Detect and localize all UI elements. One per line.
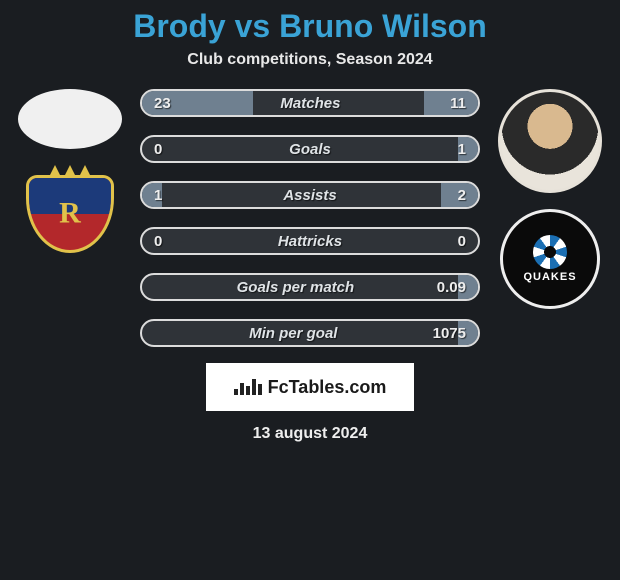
date-label: 13 august 2024	[253, 425, 368, 443]
soccer-ball-icon	[533, 235, 567, 269]
stat-value-right: 0.09	[437, 279, 466, 296]
stat-label: Assists	[162, 187, 457, 204]
stat-label: Hattricks	[162, 233, 457, 250]
stat-bar: 1Assists2	[140, 181, 480, 209]
stats-bars: 23Matches110Goals11Assists20Hattricks0Go…	[140, 89, 480, 347]
stat-value-left: 1	[154, 187, 162, 204]
stat-value-right: 2	[458, 187, 466, 204]
stat-label: Goals	[162, 141, 457, 158]
stat-value-left: 23	[154, 95, 171, 112]
stat-label: Goals per match	[154, 279, 437, 296]
stat-bar: Min per goal1075	[140, 319, 480, 347]
club-right-crest: QUAKES	[500, 209, 600, 309]
bar-chart-icon	[234, 379, 262, 395]
shield-icon: R	[26, 175, 114, 253]
watermark[interactable]: FcTables.com	[206, 363, 414, 411]
stat-value-right: 1075	[433, 325, 466, 342]
page-title: Brody vs Bruno Wilson	[133, 8, 487, 45]
main-area: R 23Matches110Goals11Assists20Hattricks0…	[10, 89, 610, 347]
stat-bar: 23Matches11	[140, 89, 480, 117]
player-left-avatar	[18, 89, 122, 149]
stat-value-right: 0	[458, 233, 466, 250]
stat-value-left: 0	[154, 233, 162, 250]
club-left-monogram: R	[59, 196, 81, 230]
subtitle: Club competitions, Season 2024	[187, 51, 432, 69]
club-right-label: QUAKES	[523, 271, 576, 283]
club-left-crest: R	[20, 165, 120, 253]
stat-label: Min per goal	[154, 325, 433, 342]
player-right-avatar	[498, 89, 602, 193]
stat-value-left: 0	[154, 141, 162, 158]
right-column: QUAKES	[490, 89, 610, 309]
left-column: R	[10, 89, 130, 253]
stat-bar: Goals per match0.09	[140, 273, 480, 301]
stat-bar: 0Hattricks0	[140, 227, 480, 255]
stat-label: Matches	[171, 95, 450, 112]
stat-value-right: 1	[458, 141, 466, 158]
comparison-card: Brody vs Bruno Wilson Club competitions,…	[0, 0, 620, 443]
stat-value-right: 11	[450, 95, 466, 112]
watermark-text: FcTables.com	[268, 377, 387, 398]
stat-bar: 0Goals1	[140, 135, 480, 163]
